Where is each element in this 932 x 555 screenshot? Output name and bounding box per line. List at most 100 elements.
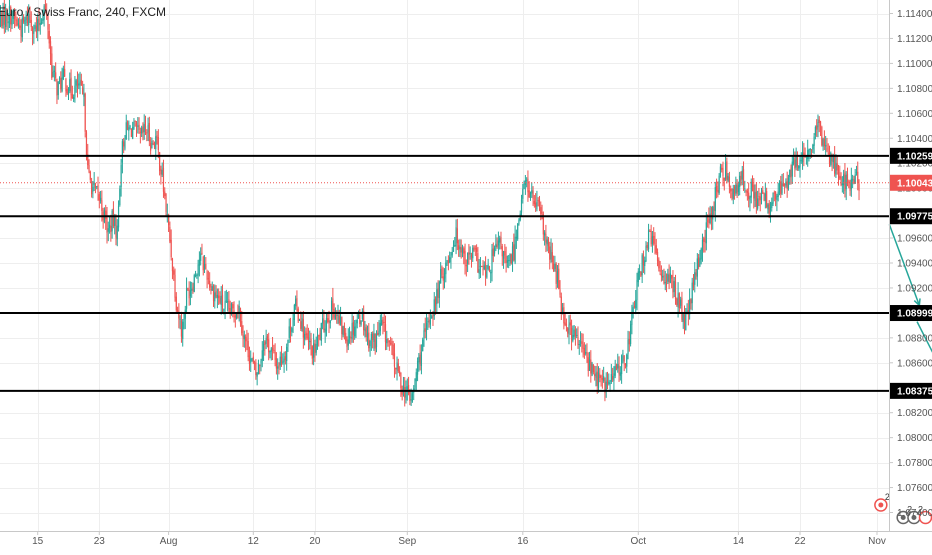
candle[interactable] <box>225 289 227 304</box>
candle[interactable] <box>463 246 465 265</box>
candle[interactable] <box>545 224 547 253</box>
candle[interactable] <box>468 244 470 265</box>
candle[interactable] <box>251 357 253 362</box>
candle[interactable] <box>730 185 732 199</box>
candle[interactable] <box>413 385 415 401</box>
candle[interactable] <box>375 330 378 353</box>
candle[interactable] <box>291 326 293 337</box>
candle[interactable] <box>283 351 285 373</box>
candle[interactable] <box>803 142 805 167</box>
candle[interactable] <box>8 0 11 29</box>
candle[interactable] <box>474 245 476 257</box>
candle[interactable] <box>12 8 14 25</box>
candle[interactable] <box>48 23 50 49</box>
candle[interactable] <box>736 179 738 199</box>
candle[interactable] <box>465 259 467 277</box>
candle[interactable] <box>683 305 686 335</box>
candle[interactable] <box>108 215 111 234</box>
candle[interactable] <box>320 322 322 346</box>
candle[interactable] <box>795 147 797 171</box>
candle[interactable] <box>169 221 171 244</box>
candle[interactable] <box>19 16 21 31</box>
candle[interactable] <box>301 313 303 332</box>
candle[interactable] <box>496 237 498 249</box>
candle[interactable] <box>157 129 159 159</box>
candle[interactable] <box>5 3 7 33</box>
candle[interactable] <box>259 364 261 375</box>
candle[interactable] <box>56 78 58 105</box>
candle[interactable] <box>490 269 492 283</box>
candle[interactable] <box>456 218 458 251</box>
candle[interactable] <box>550 238 552 263</box>
candle[interactable] <box>325 312 328 337</box>
candle[interactable] <box>669 266 671 284</box>
candle[interactable] <box>189 281 192 306</box>
candle[interactable] <box>257 359 260 375</box>
candle[interactable] <box>436 282 438 313</box>
candle[interactable] <box>105 204 107 230</box>
candle[interactable] <box>837 164 840 186</box>
candle[interactable] <box>372 331 374 349</box>
candle[interactable] <box>424 317 426 339</box>
candle[interactable] <box>839 165 841 181</box>
candle[interactable] <box>125 114 127 140</box>
candle[interactable] <box>568 315 570 345</box>
candle[interactable] <box>124 135 126 151</box>
candle[interactable] <box>391 338 393 356</box>
candle[interactable] <box>311 345 313 365</box>
candle[interactable] <box>572 325 574 343</box>
candle[interactable] <box>342 325 344 338</box>
candle[interactable] <box>393 343 396 378</box>
candle[interactable] <box>341 316 343 341</box>
candle[interactable] <box>390 336 392 346</box>
candle[interactable] <box>84 92 86 138</box>
candle[interactable] <box>712 205 714 230</box>
candle[interactable] <box>31 26 34 46</box>
candle[interactable] <box>313 333 315 366</box>
candle[interactable] <box>233 301 235 323</box>
candle[interactable] <box>590 350 592 383</box>
candle[interactable] <box>38 8 40 32</box>
candle[interactable] <box>116 219 118 247</box>
candle[interactable] <box>553 255 555 272</box>
candle[interactable] <box>667 268 669 285</box>
candle[interactable] <box>234 311 236 328</box>
candle[interactable] <box>635 289 637 315</box>
candle[interactable] <box>668 264 670 290</box>
candle[interactable] <box>175 292 177 313</box>
candle[interactable] <box>703 236 705 253</box>
candle[interactable] <box>664 270 666 291</box>
candle[interactable] <box>787 174 790 191</box>
candle[interactable] <box>135 121 138 137</box>
candle[interactable] <box>517 222 519 241</box>
candle[interactable] <box>383 312 385 332</box>
candle[interactable] <box>278 362 280 375</box>
candle[interactable] <box>641 253 643 284</box>
candle[interactable] <box>319 327 321 341</box>
candle[interactable] <box>623 355 625 372</box>
candle[interactable] <box>292 313 294 333</box>
candle[interactable] <box>854 169 856 184</box>
candle[interactable] <box>619 366 621 381</box>
candle[interactable] <box>30 11 32 32</box>
candle[interactable] <box>482 260 484 276</box>
candle[interactable] <box>477 246 479 273</box>
candle[interactable] <box>678 292 680 313</box>
candle[interactable] <box>206 269 208 289</box>
candle[interactable] <box>102 207 104 229</box>
candle[interactable] <box>454 236 456 247</box>
candle[interactable] <box>130 128 132 138</box>
candle[interactable] <box>504 244 506 264</box>
candle[interactable] <box>858 179 860 201</box>
candle[interactable] <box>792 148 795 166</box>
candle[interactable] <box>460 239 462 259</box>
candle[interactable] <box>180 311 183 343</box>
candle[interactable] <box>796 151 799 171</box>
candle[interactable] <box>428 312 430 328</box>
candle[interactable] <box>274 343 276 367</box>
candle[interactable] <box>459 239 461 258</box>
candle[interactable] <box>14 8 16 29</box>
candle[interactable] <box>653 227 655 246</box>
candle[interactable] <box>152 140 154 146</box>
candle[interactable] <box>547 236 550 254</box>
